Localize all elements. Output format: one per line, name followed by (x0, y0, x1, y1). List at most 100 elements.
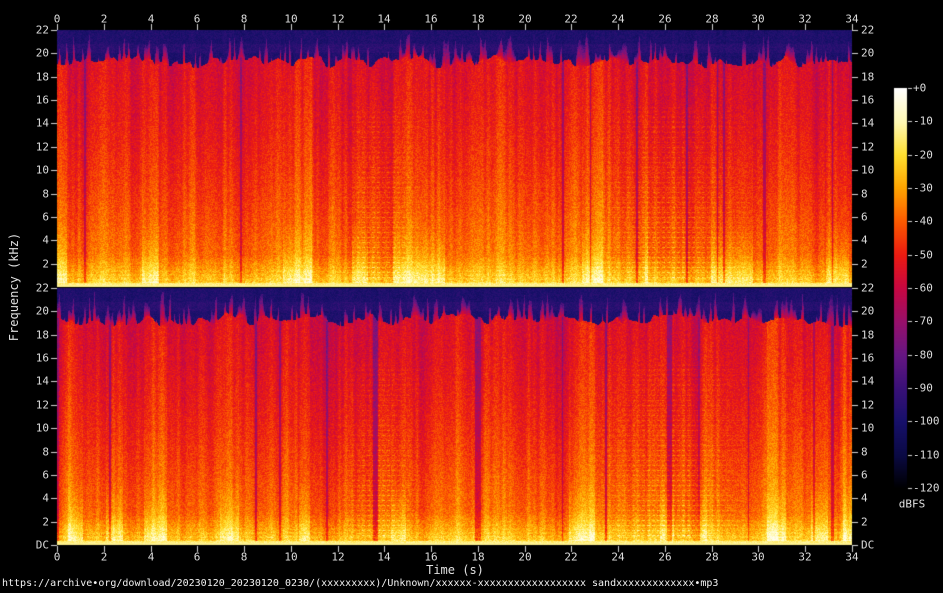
colorbar-tick-label: +0 (913, 81, 927, 95)
time-tick-label-top: 20 (518, 12, 532, 26)
freq-tick-label-left: 4 (42, 491, 49, 505)
colorbar-tick-label: -100 (913, 414, 940, 428)
freq-tick-label-left-dc: DC (35, 538, 49, 552)
freq-tick-label-right: 14 (861, 116, 875, 130)
freq-tick-label-right: 20 (861, 46, 875, 60)
time-tick-label-bottom: 34 (845, 550, 859, 564)
freq-tick-label-left: 20 (35, 46, 49, 60)
freq-tick-label-right: 14 (861, 374, 875, 388)
time-tick-label-bottom: 32 (798, 550, 812, 564)
colorbar-tick-label: -90 (913, 381, 933, 395)
freq-tick-label-left: 10 (35, 421, 49, 435)
time-tick-label-bottom: 8 (240, 550, 248, 564)
freq-tick-label-left: 20 (35, 304, 49, 318)
time-tick-label-bottom: 28 (705, 550, 719, 564)
time-tick-label-top: 28 (705, 12, 719, 26)
freq-tick-label-right: 22 (861, 23, 875, 37)
colorbar-tick-label: -110 (913, 448, 940, 462)
time-tick-label-bottom: 30 (751, 550, 765, 564)
freq-tick-label-left: 12 (35, 140, 49, 154)
freq-tick-label-right: 4 (861, 233, 868, 247)
freq-tick-label-right: 6 (861, 468, 868, 482)
time-tick-label-top: 0 (53, 12, 61, 26)
freq-tick-label-left: 4 (42, 233, 49, 247)
freq-tick-label-left: 18 (35, 70, 49, 84)
freq-tick-label-right: 10 (861, 421, 875, 435)
freq-tick-label-right: 2 (861, 515, 868, 529)
freq-tick-label-right: 12 (861, 398, 875, 412)
freq-tick-label-right: 4 (861, 491, 868, 505)
freq-tick-label-right: 8 (861, 445, 868, 459)
time-tick-label-top: 24 (611, 12, 625, 26)
freq-tick-label-right: 18 (861, 70, 875, 84)
freq-tick-label-right: 16 (861, 351, 875, 365)
colorbar-tick-label: -60 (913, 281, 933, 295)
time-tick-label-bottom: 4 (147, 550, 155, 564)
freq-tick-label-left: 22 (35, 23, 49, 37)
colorbar-unit-label: dBFS (898, 497, 926, 511)
freq-tick-label-left: 10 (35, 163, 49, 177)
time-tick-label-bottom: 6 (193, 550, 201, 564)
colorbar-tick-label: -80 (913, 348, 933, 362)
freq-tick-label-left: 12 (35, 398, 49, 412)
time-tick-label-bottom: 10 (284, 550, 298, 564)
time-tick-label-bottom: 12 (331, 550, 345, 564)
time-tick-label-bottom: 2 (100, 550, 108, 564)
freq-tick-label-left: 2 (42, 515, 49, 529)
time-tick-label-bottom: 14 (377, 550, 391, 564)
y-axis-title: Frequency (kHz) (7, 232, 21, 342)
freq-tick-label-right: 6 (861, 210, 868, 224)
freq-tick-label-left: 22 (35, 281, 49, 295)
time-tick-label-bottom: 16 (424, 550, 438, 564)
freq-tick-label-right: 16 (861, 93, 875, 107)
freq-tick-label-left: 8 (42, 187, 49, 201)
colorbar-tick-label: -40 (913, 214, 933, 228)
file-url-text: https://archive•org/download/20230120_20… (2, 578, 719, 589)
time-tick-label-top: 30 (751, 12, 765, 26)
time-tick-label-top: 32 (798, 12, 812, 26)
time-tick-label-bottom: 18 (471, 550, 485, 564)
freq-tick-label-right: 22 (861, 281, 875, 295)
time-tick-label-top: 2 (100, 12, 108, 26)
freq-tick-label-right-dc: DC (861, 538, 875, 552)
freq-tick-label-left: 14 (35, 116, 49, 130)
colorbar-tick-label: -20 (913, 148, 933, 162)
colorbar-tick-label: -70 (913, 314, 933, 328)
freq-tick-label-right: 20 (861, 304, 875, 318)
time-tick-label-top: 14 (377, 12, 391, 26)
time-tick-label-bottom: 22 (564, 550, 578, 564)
freq-tick-label-right: 18 (861, 328, 875, 342)
time-tick-label-top: 26 (658, 12, 672, 26)
freq-tick-label-left: 16 (35, 351, 49, 365)
time-tick-label-top: 10 (284, 12, 298, 26)
time-tick-label-top: 22 (564, 12, 578, 26)
time-tick-label-bottom: 24 (611, 550, 625, 564)
x-axis-title: Time (s) (426, 563, 484, 577)
colorbar-tick-label: -120 (913, 481, 940, 495)
time-tick-label-top: 12 (331, 12, 345, 26)
freq-tick-label-right: 10 (861, 163, 875, 177)
time-tick-label-top: 8 (240, 12, 248, 26)
freq-tick-label-right: 12 (861, 140, 875, 154)
time-tick-label-top: 16 (424, 12, 438, 26)
time-tick-label-bottom: 20 (518, 550, 532, 564)
freq-tick-label-right: 2 (861, 257, 868, 271)
colorbar-tick-label: -30 (913, 181, 933, 195)
freq-tick-label-left: 8 (42, 445, 49, 459)
colorbar-tick-label: -50 (913, 248, 933, 262)
time-tick-label-bottom: 0 (53, 550, 61, 564)
time-tick-label-top: 6 (193, 12, 201, 26)
freq-tick-label-left: 16 (35, 93, 49, 107)
freq-tick-label-left: 18 (35, 328, 49, 342)
time-tick-label-top: 34 (845, 12, 859, 26)
freq-tick-label-right: 8 (861, 187, 868, 201)
freq-tick-label-left: 2 (42, 257, 49, 271)
freq-tick-label-left: 14 (35, 374, 49, 388)
time-tick-label-top: 18 (471, 12, 485, 26)
time-tick-label-bottom: 26 (658, 550, 672, 564)
freq-tick-label-left: 6 (42, 210, 49, 224)
freq-tick-label-left: 6 (42, 468, 49, 482)
colorbar-tick-label: -10 (913, 114, 933, 128)
